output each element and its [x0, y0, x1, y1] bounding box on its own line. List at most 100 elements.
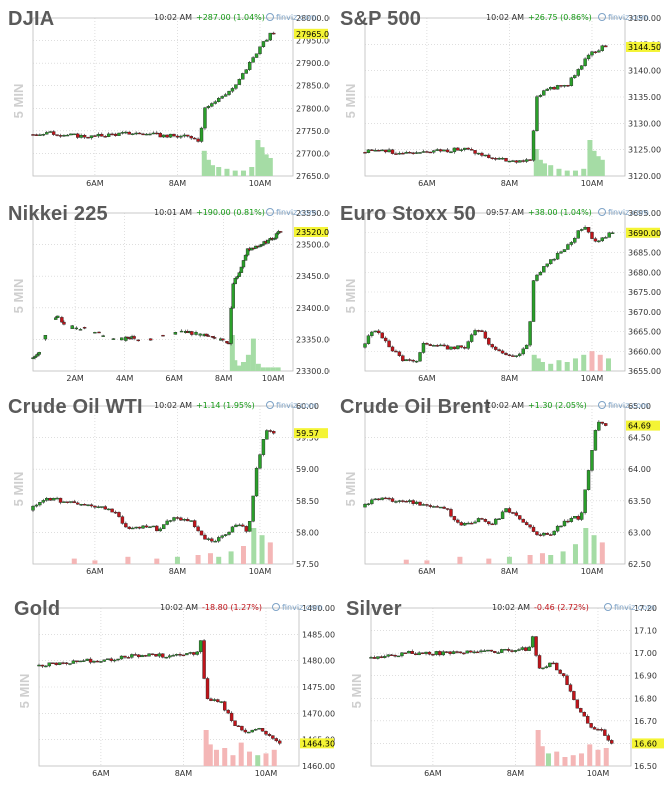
candle	[559, 250, 563, 254]
candle	[585, 714, 590, 724]
chart-panel-djia[interactable]: 27650.00 27700.00 27750.00 27800.00 27850.00…	[0, 2, 330, 196]
candle	[441, 650, 445, 657]
candle	[390, 496, 395, 503]
chart-panel-gold[interactable]: 1460.001465.001470.001475.001480.001485.…	[6, 592, 336, 786]
candle	[507, 353, 512, 357]
candle	[400, 651, 404, 658]
volume-bar	[537, 159, 543, 176]
candle	[236, 725, 241, 728]
x-tick-label: 10AM	[262, 374, 285, 383]
candle	[141, 132, 145, 136]
source-link[interactable]: finviz.com	[266, 208, 317, 217]
source-link[interactable]: finviz.com	[266, 401, 317, 410]
candle	[213, 100, 217, 105]
x-tick-label: 10AM	[581, 179, 604, 188]
candle	[106, 132, 111, 138]
chart-svg: 27650.00 27700.00 27750.00 27800.00 27850.00…	[11, 14, 330, 188]
source-link[interactable]: finviz.com	[598, 13, 649, 22]
last-update-time: 09:57 AM	[486, 208, 524, 217]
candle	[537, 654, 542, 670]
candle	[100, 132, 104, 137]
candle	[442, 343, 446, 347]
candle	[124, 130, 128, 135]
volume-bar	[92, 560, 98, 564]
candle	[369, 655, 373, 659]
y-tick-label: 23350.00	[296, 335, 330, 344]
candle	[586, 53, 591, 61]
candle	[487, 153, 491, 159]
candle	[237, 523, 242, 527]
candle	[407, 650, 411, 654]
chart-panel-silver[interactable]: 16.50 16.60 16.70 16.80 16.90 17.00 17.10 17.20…	[338, 592, 664, 786]
magnifier-icon	[272, 603, 280, 611]
chart-panel-sp500[interactable]: 3120.003125.003130.003135.003140.003145.…	[332, 2, 662, 196]
chart-panel-eurostoxx[interactable]: 3655.00 3660.00 3665.00 3670.00 3675.00 3680.…	[332, 197, 662, 391]
candle	[511, 511, 515, 515]
candle	[455, 650, 459, 654]
source-link[interactable]: finviz.com	[598, 208, 649, 217]
volume-bar	[267, 158, 273, 176]
candle	[47, 662, 52, 668]
volume-bar	[564, 362, 570, 371]
volume-bar	[224, 168, 230, 176]
candle	[220, 534, 224, 539]
candle	[38, 501, 42, 507]
candle	[51, 662, 55, 664]
candle	[408, 498, 412, 504]
chart-panel-nikkei[interactable]: 23300.00 23350.00 23400.00 23450.00 23500.00…	[0, 197, 330, 391]
candle	[576, 514, 580, 521]
y-tick-label: 63.00	[628, 528, 651, 537]
candle	[604, 422, 608, 427]
last-price-badge	[632, 738, 664, 749]
volume-bar	[603, 748, 609, 766]
candle	[198, 640, 203, 654]
volume-bar	[595, 156, 601, 176]
candle	[65, 133, 70, 137]
candle	[179, 134, 183, 140]
volume-bar	[270, 367, 276, 371]
y-tick-label: 27700.00	[296, 149, 330, 158]
candle	[411, 151, 415, 155]
candle	[106, 658, 110, 660]
chart-svg: 57.5058.0058.5059.0059.5060.006AM8AM10AM…	[11, 402, 328, 576]
magnifier-icon	[598, 13, 606, 21]
volume-bar	[249, 167, 255, 176]
volume-bar	[578, 753, 584, 766]
chart-panel-crude-wti[interactable]: 57.5058.0058.5059.0059.5060.006AM8AM10AM…	[0, 390, 330, 584]
candle	[408, 358, 412, 362]
candle	[500, 349, 505, 355]
source-link[interactable]: finviz.com	[598, 401, 649, 410]
candle	[559, 525, 563, 528]
source-link[interactable]: finviz.com	[266, 13, 317, 22]
candle	[569, 516, 574, 523]
candle	[604, 235, 608, 239]
candle	[428, 151, 433, 154]
candle	[555, 84, 560, 90]
y-tick-label: 16.90	[634, 672, 657, 681]
candle	[210, 336, 215, 339]
candle	[40, 664, 45, 668]
source-link[interactable]: finviz.com	[272, 603, 323, 612]
candle	[432, 149, 436, 154]
source-label: finviz.com	[276, 13, 317, 22]
candle	[111, 338, 116, 340]
candle	[387, 496, 391, 501]
candle	[379, 655, 384, 659]
candle	[542, 531, 546, 537]
candle	[514, 510, 519, 517]
candle	[425, 342, 429, 345]
candle	[373, 498, 378, 501]
last-price-label: 1464.30	[302, 739, 335, 748]
candle	[234, 84, 238, 91]
candle	[58, 497, 63, 505]
candle	[124, 335, 128, 342]
chart-panel-crude-brent[interactable]: 62.50 63.00 63.50 64.00 64.50 65.00 6AM 8AM 10AM…	[332, 390, 662, 584]
x-tick-label: 8AM	[501, 374, 519, 383]
candle	[489, 649, 494, 653]
candle	[82, 503, 87, 506]
volume-bar	[486, 558, 492, 564]
last-update-time: 10:01 AM	[154, 208, 192, 217]
candle	[141, 525, 145, 529]
source-link[interactable]: finviz.com	[604, 603, 655, 612]
candle	[140, 654, 144, 658]
